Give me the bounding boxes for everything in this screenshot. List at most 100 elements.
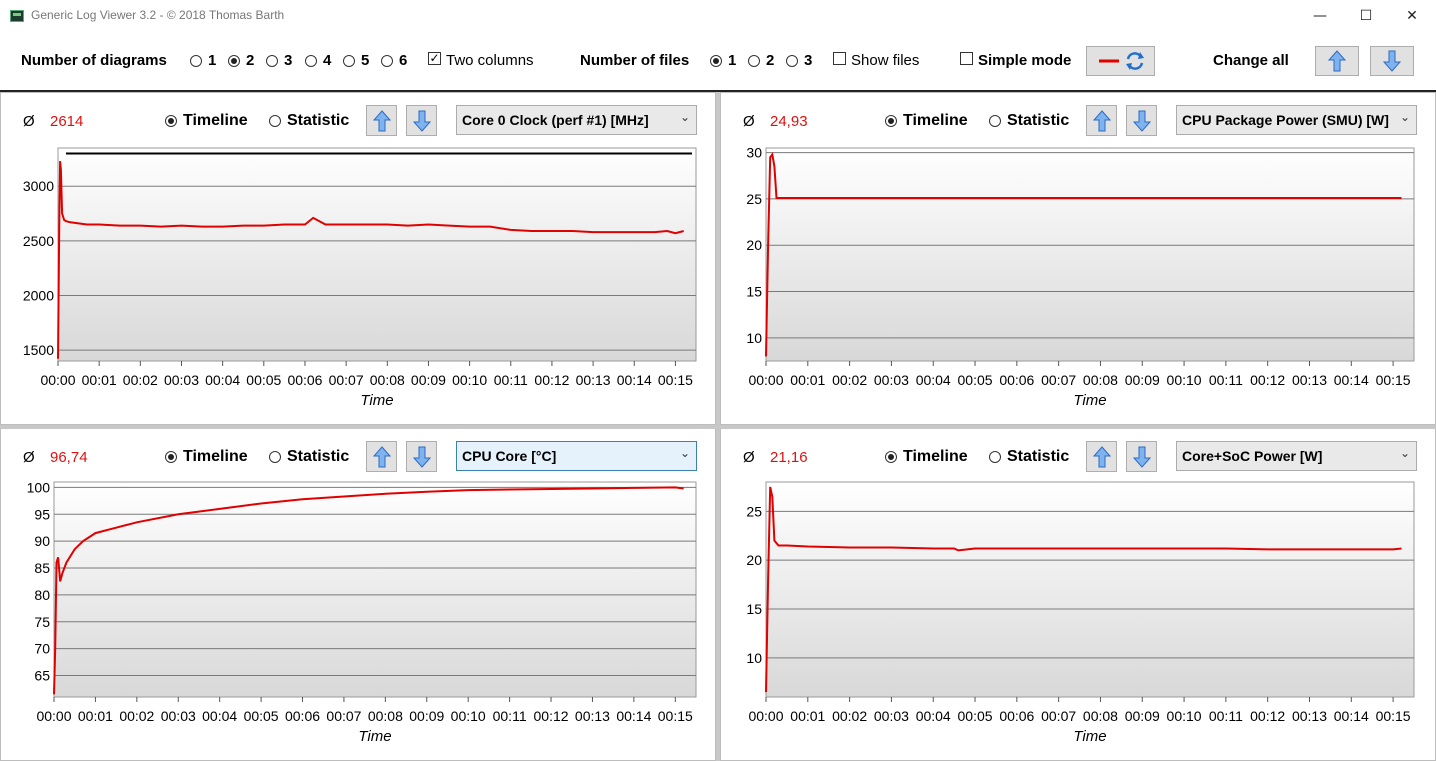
average-value: 96,74 [50,449,88,466]
data-series-line [53,486,684,695]
row-splitter[interactable] [0,425,1436,429]
diagrams-label: Number of diagrams [21,52,167,69]
diagrams-option-6: 6 [399,52,408,69]
diagrams-radio-5[interactable] [343,55,355,67]
x-tick-label: 00:06 [999,372,1034,388]
timeline-label: Timeline [903,112,968,129]
x-tick-label: 00:04 [205,372,240,388]
y-tick-label: 10 [746,650,762,666]
x-tick-label: 00:12 [534,372,569,388]
diagram-panel-3: 65 70 75 80 85 90 95 100 00:00 00:01 00:02 00:03 00:… [0,428,716,761]
arrow-down-icon [412,446,431,468]
diagrams-radio-2[interactable] [228,55,240,67]
chevron-down-icon: ⌄ [679,110,690,124]
line-chart: 10 15 20 25 30 00:00 00:01 00:02 00:03 00:04 00:05… [746,145,1415,409]
plot-area [765,147,1415,362]
change-all-down-button[interactable] [1370,46,1414,76]
sensor-select-value: Core 0 Clock (perf #1) [MHz] [462,112,649,128]
x-tick-label: 00:01 [790,372,825,388]
average-value: 21,16 [770,449,808,466]
diagrams-radio-6[interactable] [381,55,393,67]
x-tick-label: 00:12 [1250,372,1285,388]
x-tick-label: 00:12 [534,708,569,724]
x-tick-label: 00:14 [617,372,652,388]
average-value: 2614 [50,113,84,130]
x-tick-label: 00:05 [244,708,279,724]
x-tick-label: 00:07 [1041,372,1076,388]
move-down-button[interactable] [1126,105,1157,136]
line-color-icon [1099,52,1144,70]
x-tick-label: 00:15 [1376,708,1411,724]
diagrams-radio-4[interactable] [305,55,317,67]
average-symbol: Ø [23,449,35,466]
move-down-button[interactable] [406,105,437,136]
y-tick-label: 85 [34,560,50,576]
statistic-radio[interactable] [269,451,281,463]
y-tick-label: 70 [34,641,50,657]
move-up-button[interactable] [366,105,397,136]
x-tick-label: 00:13 [575,708,610,724]
x-tick-label: 00:03 [874,372,909,388]
x-tick-label: 00:07 [326,708,361,724]
x-tick-label: 00:14 [1334,708,1369,724]
timeline-radio[interactable] [165,451,177,463]
x-tick-label: 00:10 [452,372,487,388]
x-tick-label: 00:14 [616,708,651,724]
x-axis-title: Time [1073,728,1106,745]
timeline-radio[interactable] [165,115,177,127]
timeline-radio[interactable] [885,115,897,127]
y-tick-label: 2500 [23,233,54,249]
move-up-button[interactable] [1086,105,1117,136]
simple-mode-label: Simple mode [978,52,1072,69]
sensor-select[interactable]: Core+SoC Power [W] ⌄ [1176,441,1417,471]
move-down-button[interactable] [1126,441,1157,472]
x-tick-label: 00:01 [82,372,117,388]
sensor-select[interactable]: Core 0 Clock (perf #1) [MHz] ⌄ [456,105,697,135]
data-series-line [765,152,1402,357]
chevron-down-icon: ⌄ [1399,110,1410,124]
arrow-down-icon [1132,110,1151,132]
line-chart: 10 15 20 25 00:00 00:01 00:02 00:03 00:04 00:05 00… [746,481,1415,745]
files-label: Number of files [580,52,690,69]
change-all-up-button[interactable] [1315,46,1359,76]
files-radio-1[interactable] [710,55,722,67]
statistic-radio[interactable] [269,115,281,127]
line-chart: 1500 2000 2500 3000 00:00 00:01 00:02 00:03 00:0… [23,147,697,409]
move-up-button[interactable] [1086,441,1117,472]
sensor-select[interactable]: CPU Package Power (SMU) [W] ⌄ [1176,105,1417,135]
x-tick-label: 00:15 [658,708,693,724]
simple-mode-checkbox[interactable] [960,52,973,65]
chevron-down-icon: ⌄ [1399,446,1410,460]
diagrams-radio-1[interactable] [190,55,202,67]
statistic-radio[interactable] [989,115,1001,127]
show-files-checkbox[interactable] [833,52,846,65]
x-tick-label: 00:00 [40,372,75,388]
move-up-button[interactable] [366,441,397,472]
sensor-select[interactable]: CPU Core [°C] ⌄ [456,441,697,471]
y-tick-label: 30 [746,145,762,161]
statistic-radio[interactable] [989,451,1001,463]
arrow-down-icon [412,110,431,132]
files-radio-3[interactable] [786,55,798,67]
x-tick-label: 00:01 [790,708,825,724]
two-columns-checkbox[interactable]: ✓ [428,51,441,65]
diagrams-radio-3[interactable] [266,55,278,67]
move-down-button[interactable] [406,441,437,472]
change-all-label: Change all [1213,52,1289,69]
average-value: 24,93 [770,113,808,130]
chevron-down-icon: ⌄ [679,446,690,460]
files-radio-2[interactable] [748,55,760,67]
data-series-line [57,161,684,359]
timeline-radio[interactable] [885,451,897,463]
files-option-3: 3 [804,52,813,69]
line-style-button[interactable] [1086,46,1155,76]
statistic-label: Statistic [1007,112,1070,129]
y-tick-label: 15 [746,284,762,300]
minimize-button[interactable]: — [1313,7,1327,24]
diagrams-option-5: 5 [361,52,370,69]
close-button[interactable]: ✕ [1406,7,1418,24]
maximize-button[interactable]: ☐ [1359,7,1373,24]
x-tick-label: 00:02 [123,372,158,388]
arrow-up-icon [1327,50,1347,72]
x-tick-label: 00:13 [1292,708,1327,724]
